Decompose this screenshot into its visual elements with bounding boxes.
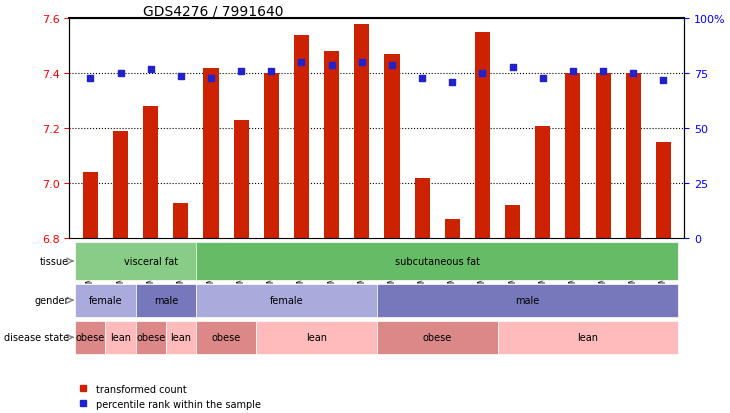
Text: disease state: disease state [4, 332, 69, 342]
Point [235, 69, 247, 75]
Text: lean: lean [170, 332, 191, 342]
Text: GDS4276 / 7991640: GDS4276 / 7991640 [143, 4, 284, 18]
Point [296, 60, 307, 66]
Text: female: female [269, 295, 303, 306]
FancyBboxPatch shape [136, 321, 166, 354]
Point [145, 66, 156, 73]
Text: obese: obese [423, 332, 452, 342]
Point [205, 75, 217, 82]
Bar [656, 143, 671, 239]
FancyBboxPatch shape [166, 321, 196, 354]
Point [326, 62, 337, 69]
Bar [173, 203, 188, 239]
Bar [596, 74, 610, 239]
Point [537, 75, 548, 82]
Point [416, 75, 428, 82]
Bar [565, 74, 580, 239]
Text: obese: obese [76, 332, 105, 342]
FancyBboxPatch shape [105, 321, 136, 354]
Text: lean: lean [110, 332, 131, 342]
Point [597, 69, 609, 75]
Point [356, 60, 368, 66]
Point [447, 80, 458, 86]
Point [658, 77, 669, 84]
Text: gender: gender [35, 295, 69, 306]
Text: obese: obese [136, 332, 165, 342]
FancyBboxPatch shape [256, 321, 377, 354]
Bar [415, 178, 430, 239]
Point [266, 69, 277, 75]
Text: obese: obese [212, 332, 241, 342]
FancyBboxPatch shape [75, 243, 226, 280]
Bar [204, 69, 218, 239]
Bar [626, 74, 641, 239]
FancyBboxPatch shape [196, 284, 377, 317]
Bar [294, 36, 309, 239]
Bar [354, 25, 369, 239]
FancyBboxPatch shape [498, 321, 678, 354]
Point [477, 71, 488, 78]
Bar [324, 52, 339, 239]
Bar [234, 121, 249, 239]
FancyBboxPatch shape [136, 284, 196, 317]
Bar [113, 132, 128, 239]
Text: tissue: tissue [40, 256, 69, 266]
Text: subcutaneous fat: subcutaneous fat [395, 256, 480, 266]
Point [386, 62, 398, 69]
Text: visceral fat: visceral fat [123, 256, 178, 266]
Point [115, 71, 126, 78]
Text: male: male [515, 295, 539, 306]
Bar [264, 74, 279, 239]
Bar [385, 55, 399, 239]
Point [627, 71, 639, 78]
Text: male: male [154, 295, 178, 306]
FancyBboxPatch shape [196, 321, 256, 354]
Bar [143, 107, 158, 239]
Bar [475, 33, 490, 239]
Text: female: female [88, 295, 123, 306]
Point [567, 69, 579, 75]
Legend: transformed count, percentile rank within the sample: transformed count, percentile rank withi… [74, 380, 264, 413]
FancyBboxPatch shape [75, 284, 136, 317]
Point [507, 64, 518, 71]
FancyBboxPatch shape [75, 321, 105, 354]
Point [85, 75, 96, 82]
Text: lean: lean [577, 332, 599, 342]
Bar [535, 126, 550, 239]
Bar [83, 173, 98, 239]
Bar [445, 220, 460, 239]
Text: lean: lean [306, 332, 327, 342]
FancyBboxPatch shape [196, 243, 678, 280]
FancyBboxPatch shape [377, 321, 498, 354]
FancyBboxPatch shape [377, 284, 678, 317]
Bar [505, 206, 520, 239]
Point [175, 73, 187, 80]
